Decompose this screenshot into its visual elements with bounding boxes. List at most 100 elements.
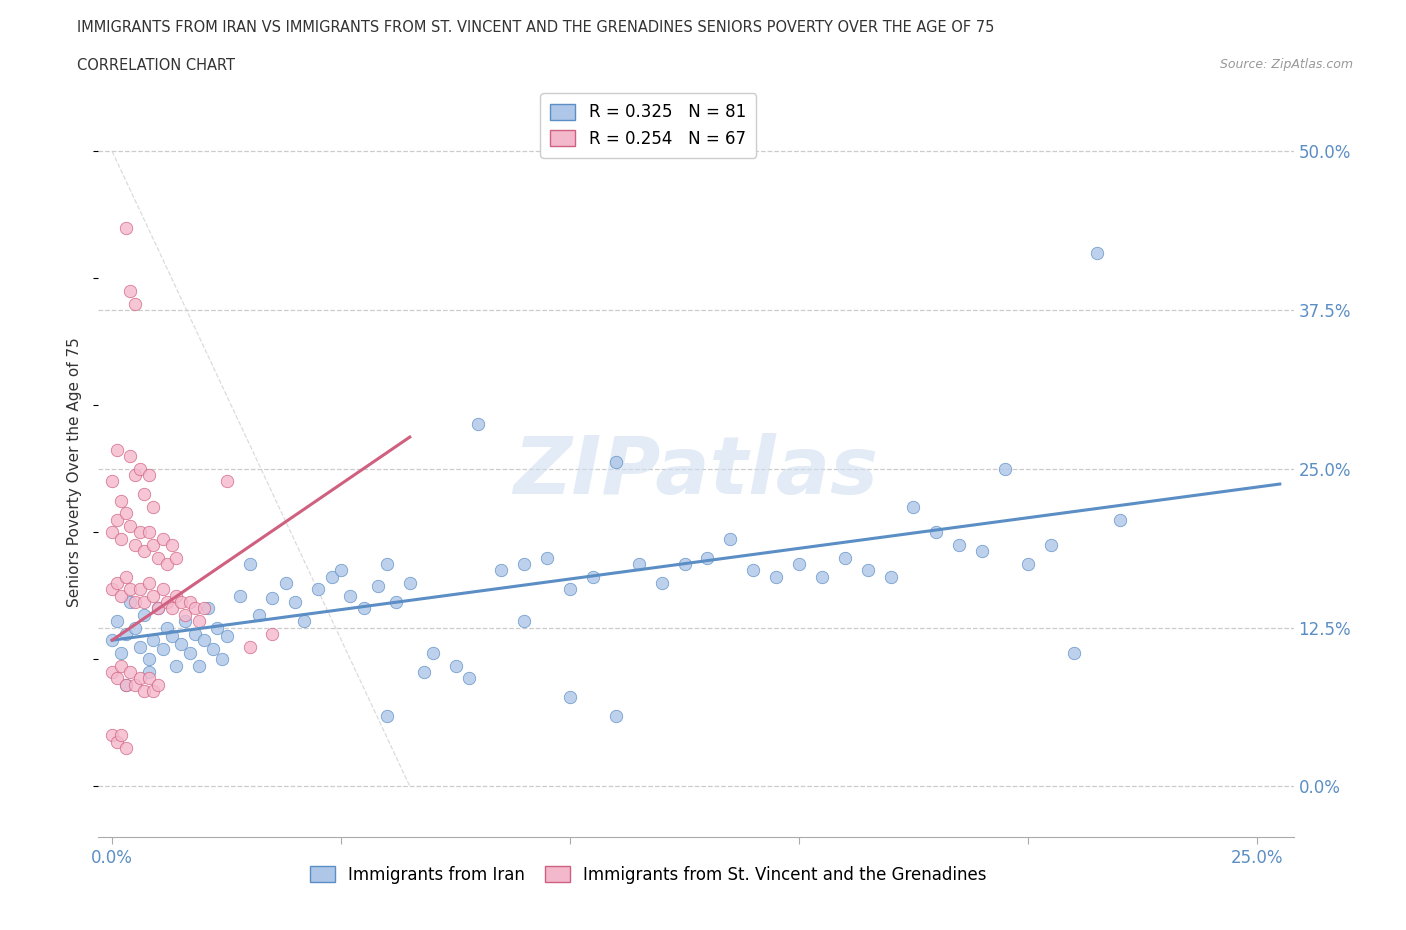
Point xyxy=(879,569,901,584)
Point xyxy=(398,576,420,591)
Point xyxy=(105,614,128,629)
Point xyxy=(765,569,787,584)
Point xyxy=(197,601,219,616)
Point xyxy=(156,594,179,609)
Point xyxy=(134,486,156,501)
Point xyxy=(165,551,187,565)
Text: IMMIGRANTS FROM IRAN VS IMMIGRANTS FROM ST. VINCENT AND THE GRENADINES SENIORS P: IMMIGRANTS FROM IRAN VS IMMIGRANTS FROM … xyxy=(77,20,994,35)
Point xyxy=(115,569,138,584)
Point xyxy=(536,551,558,565)
Point xyxy=(134,684,156,698)
Point xyxy=(718,531,741,546)
Point xyxy=(174,614,197,629)
Point xyxy=(856,563,879,578)
Point xyxy=(115,677,138,692)
Point xyxy=(142,589,165,604)
Point xyxy=(101,632,124,647)
Point xyxy=(101,728,124,743)
Point xyxy=(605,709,627,724)
Point xyxy=(105,443,128,458)
Point xyxy=(134,607,156,622)
Point xyxy=(1039,538,1062,552)
Point xyxy=(138,468,160,483)
Point xyxy=(124,468,146,483)
Point xyxy=(215,629,238,644)
Point xyxy=(105,576,128,591)
Point xyxy=(627,556,650,571)
Point xyxy=(124,677,146,692)
Point xyxy=(165,658,187,673)
Point xyxy=(146,677,169,692)
Point xyxy=(491,563,513,578)
Point xyxy=(422,645,444,660)
Point xyxy=(115,627,138,642)
Point xyxy=(330,563,353,578)
Point xyxy=(238,556,260,571)
Point xyxy=(188,658,211,673)
Point xyxy=(211,652,233,667)
Point xyxy=(558,582,581,597)
Point xyxy=(903,499,925,514)
Point xyxy=(142,499,165,514)
Point xyxy=(120,519,142,534)
Point xyxy=(142,538,165,552)
Point xyxy=(146,601,169,616)
Point xyxy=(115,740,138,755)
Point xyxy=(787,556,810,571)
Point xyxy=(972,544,994,559)
Point xyxy=(170,594,193,609)
Point xyxy=(513,556,536,571)
Point xyxy=(215,474,238,489)
Point xyxy=(165,589,187,604)
Point xyxy=(156,620,179,635)
Point xyxy=(262,627,284,642)
Point xyxy=(160,629,183,644)
Point xyxy=(146,601,169,616)
Point xyxy=(948,538,970,552)
Point xyxy=(152,531,174,546)
Point xyxy=(412,665,434,680)
Point xyxy=(605,455,627,470)
Point xyxy=(128,525,150,539)
Point xyxy=(183,601,205,616)
Point xyxy=(696,551,718,565)
Point xyxy=(120,582,142,597)
Point xyxy=(262,591,284,605)
Point xyxy=(353,601,375,616)
Point xyxy=(558,690,581,705)
Text: ZIPatlas: ZIPatlas xyxy=(513,433,879,511)
Point xyxy=(193,601,215,616)
Point xyxy=(101,474,124,489)
Point xyxy=(339,589,361,604)
Point xyxy=(179,645,201,660)
Point xyxy=(1017,556,1039,571)
Point xyxy=(152,642,174,657)
Point xyxy=(444,658,467,673)
Point xyxy=(110,493,132,508)
Y-axis label: Seniors Poverty Over the Age of 75: Seniors Poverty Over the Age of 75 xyxy=(67,337,83,607)
Point xyxy=(110,658,132,673)
Point xyxy=(110,531,132,546)
Point xyxy=(115,220,138,235)
Point xyxy=(128,461,150,476)
Point xyxy=(170,636,193,651)
Point xyxy=(179,594,201,609)
Point xyxy=(124,297,146,312)
Point xyxy=(146,551,169,565)
Point xyxy=(134,544,156,559)
Point xyxy=(1085,246,1108,260)
Point xyxy=(367,578,389,593)
Point xyxy=(375,556,398,571)
Point xyxy=(276,576,298,591)
Point xyxy=(1108,512,1130,527)
Point xyxy=(120,665,142,680)
Point xyxy=(294,614,316,629)
Point xyxy=(229,589,252,604)
Point xyxy=(994,461,1017,476)
Point xyxy=(110,645,132,660)
Point xyxy=(134,594,156,609)
Point xyxy=(138,652,160,667)
Point xyxy=(138,671,160,685)
Point xyxy=(651,576,673,591)
Point xyxy=(307,582,329,597)
